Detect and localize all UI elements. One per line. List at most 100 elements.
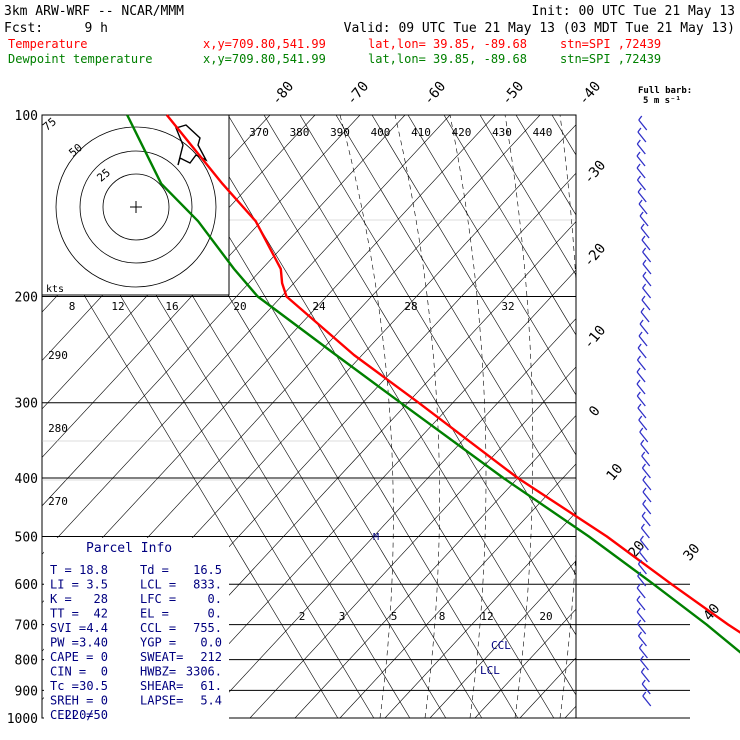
isotherm-label: -30	[581, 158, 610, 188]
theta-label: 270	[48, 495, 68, 508]
theta-label: 420	[452, 126, 472, 139]
wind-barb	[642, 287, 652, 299]
wind-barb-flag	[636, 583, 641, 589]
isotherm-line	[263, 115, 576, 636]
wind-barb-flag	[638, 415, 643, 421]
wind-barb-flag	[636, 139, 641, 145]
hodograph-speed-label: 8	[69, 300, 76, 313]
dewpoint-latlon: lat,lon= 39.85, -89.68	[368, 52, 527, 66]
parcel-info-cell: 61.	[200, 679, 222, 693]
parcel-info-cell: 833.	[193, 578, 222, 592]
theta-label: 440	[533, 126, 553, 139]
parcel-info-title: Parcel Info	[86, 541, 172, 556]
parcel-info-cell: 0.	[208, 592, 222, 606]
wind-barb-flag	[642, 271, 647, 277]
wind-barb-flag	[640, 439, 645, 445]
hodograph-speed-label: 12	[111, 300, 124, 313]
parcel-info-cell: LI =	[50, 578, 79, 592]
hodograph-speed-label: 28	[404, 300, 417, 313]
wind-barb	[640, 671, 650, 683]
isotherm-label: -80	[269, 79, 298, 109]
isotherm-line	[335, 115, 576, 516]
wind-barb	[639, 659, 649, 671]
full-barb-legend: Full barb:	[638, 86, 692, 96]
moist-adiabat	[394, 115, 440, 718]
wind-barb	[640, 227, 650, 239]
wind-barb	[642, 275, 652, 287]
wind-barb	[638, 203, 648, 215]
wind-barb	[636, 371, 646, 383]
wind-barb-flag	[640, 667, 645, 673]
wind-barb	[637, 131, 647, 143]
isotherm-line	[42, 224, 339, 718]
dewpoint-xy: x,y=709.80,541.99	[203, 52, 326, 66]
wind-barb	[637, 347, 647, 359]
parcel-info-cell: 0	[101, 694, 108, 708]
wind-barb-flag	[636, 151, 641, 157]
wind-barb-flag	[637, 127, 642, 133]
parcel-info-cell: PW =	[50, 636, 79, 650]
hodograph-ring	[79, 150, 193, 264]
wind-barb	[641, 515, 651, 527]
isotherm-label: -70	[344, 79, 373, 109]
parcel-info-cell: 0	[101, 665, 108, 679]
wind-barb-flag	[641, 511, 646, 517]
wind-barb	[636, 155, 646, 167]
theta-label: 390	[330, 126, 350, 139]
parcel-info-cell: LFC =	[140, 592, 176, 606]
wind-barb	[639, 539, 649, 551]
isotherm-label: -50	[499, 79, 528, 109]
theta-label: 280	[48, 422, 68, 435]
moist-adiabat	[605, 115, 628, 718]
temperature-station: stn=SPI ,72439	[560, 37, 661, 51]
dry-adiabat	[42, 115, 406, 507]
wind-barb	[641, 683, 651, 695]
isotherm-label: -40	[576, 79, 605, 109]
moist-adiabat	[339, 115, 394, 718]
wind-barb	[638, 335, 648, 347]
forecast-label: Fcst:	[4, 21, 43, 36]
m-marker: M	[373, 532, 379, 543]
wind-barb-flag	[636, 391, 641, 397]
parcel-info-cell: SREH =	[50, 694, 93, 708]
dry-adiabat	[429, 560, 576, 718]
hodograph-ring	[55, 126, 217, 288]
wind-barb-flag	[642, 499, 647, 505]
wind-barb-flag	[642, 475, 647, 481]
dewpoint-line	[126, 114, 740, 654]
wind-barb-flag	[640, 223, 645, 229]
dewpoint-legend: Dewpoint temperature	[8, 52, 153, 66]
wind-barbs	[636, 115, 652, 707]
wind-barb-flag	[637, 631, 642, 637]
wind-barb	[642, 695, 652, 707]
dry-adiabat	[159, 269, 576, 718]
wind-barb	[638, 419, 648, 431]
wind-barb-flag	[636, 595, 641, 601]
isotherm-line	[407, 115, 576, 396]
mixing-ratio-label: 12	[480, 610, 493, 623]
wind-barb	[636, 611, 646, 623]
dry-adiabat	[339, 463, 576, 718]
wind-barb-flag	[639, 655, 644, 661]
theta-label: 380	[290, 126, 310, 139]
parcel-info-cell: 28	[94, 592, 108, 606]
parcel-info-cell: 30.5	[79, 679, 108, 693]
isotherm-line	[299, 115, 576, 576]
parcel-info-cell: SWEAT=	[140, 650, 183, 664]
parcel-info-cell: 16.5	[193, 563, 222, 577]
mixing-ratio-label: 2	[299, 610, 306, 623]
wind-barb-flag	[640, 523, 645, 529]
wind-barb	[640, 527, 650, 539]
theta-label: 410	[411, 126, 431, 139]
hodograph-units: kts	[46, 284, 64, 295]
dry-adiabat	[564, 705, 576, 718]
wind-barb-flag	[636, 379, 641, 385]
mixing-ratio-label: 5	[391, 610, 398, 623]
isotherm-label: -60	[421, 79, 450, 109]
wind-barb-flag	[641, 679, 646, 685]
wind-barb-flag	[639, 427, 644, 433]
hodograph-speed-label: 16	[165, 300, 178, 313]
dry-adiabat	[42, 115, 496, 604]
parcel-info-cell: 220/50	[65, 708, 108, 722]
